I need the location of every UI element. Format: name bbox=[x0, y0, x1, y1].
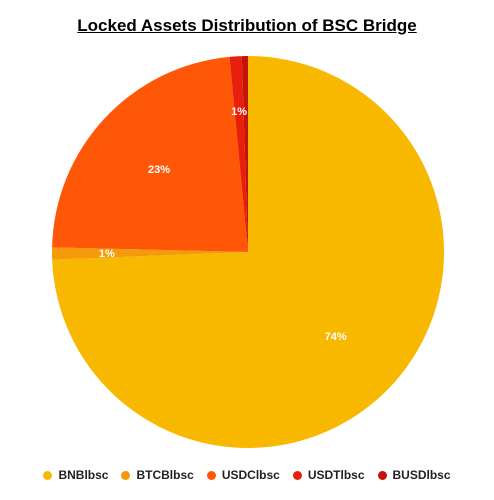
legend-swatch bbox=[377, 470, 387, 480]
pie-slice-btcblbsc bbox=[52, 247, 248, 260]
chart-title: Locked Assets Distribution of BSC Bridge bbox=[77, 16, 417, 35]
legend-label: BUSDlbsc bbox=[392, 468, 451, 482]
data-label-usdclbsc: 23% bbox=[148, 164, 170, 176]
pie-slice-bnblbsc bbox=[52, 56, 445, 448]
pie-slice-usdclbsc bbox=[52, 56, 249, 252]
data-label-usdtlbsc: 1% bbox=[231, 106, 247, 118]
legend-item-btcblbsc: BTCBlbsc bbox=[121, 468, 194, 482]
legend-label: BTCBlbsc bbox=[136, 468, 194, 482]
legend-swatch bbox=[206, 470, 216, 480]
legend-swatch bbox=[121, 470, 131, 480]
legend-item-busdlbsc: BUSDlbsc bbox=[377, 468, 451, 482]
chart-legend: BNBlbsc BTCBlbsc USDClbsc USDTlbsc BUSDlbsc bbox=[0, 466, 494, 484]
data-label-bnblbsc: 74% bbox=[325, 331, 347, 343]
legend-item-usdtlbsc: USDTlbsc bbox=[292, 468, 365, 482]
legend-label: USDClbsc bbox=[221, 468, 280, 482]
pie-slice-busdlbsc bbox=[241, 56, 248, 252]
legend-swatch bbox=[292, 470, 302, 480]
legend-label: BNBlbsc bbox=[58, 468, 109, 482]
legend-label: USDTlbsc bbox=[307, 468, 365, 482]
legend-swatch bbox=[43, 470, 53, 480]
legend-item-usdclbsc: USDClbsc bbox=[206, 468, 280, 482]
legend-item-bnblbsc: BNBlbsc bbox=[43, 468, 108, 482]
pie-slice-usdtlbsc bbox=[229, 56, 248, 252]
data-label-btcblbsc: 1% bbox=[99, 248, 115, 260]
